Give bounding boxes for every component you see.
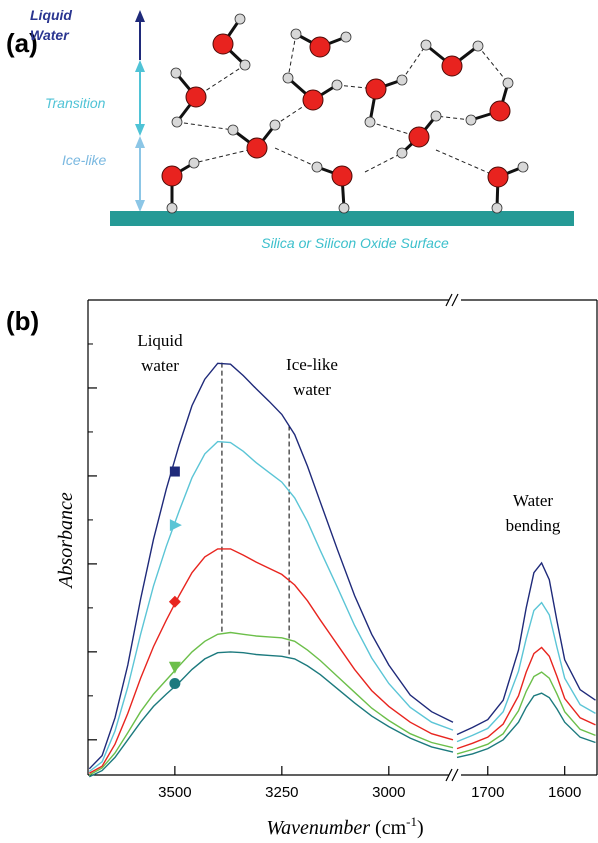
surface [110,211,574,226]
hydrogen [171,116,183,128]
spectrum [88,651,454,778]
spectrum [88,631,454,776]
hydrogen [364,116,376,128]
marker [169,678,181,690]
panel-label: (a) [6,28,38,58]
hydrogen-bond [364,152,403,173]
hydrogen [396,74,408,86]
x-tick-label: 1700 [471,784,504,801]
marker [168,661,181,674]
x-tick-label: 3000 [372,784,405,801]
spectrum [456,671,596,755]
hydrogen-bond [401,44,427,81]
spectrum [456,561,596,736]
hydrogen [331,79,343,91]
hydrogen [491,202,503,214]
hydrogen [340,31,352,43]
marker [168,595,181,608]
hydrogen-bond [193,147,258,164]
marker [169,519,182,532]
x-tick-label: 3500 [158,784,191,801]
x-axis-label: Wavenumber (cm-1) [266,814,423,839]
hydrogen-bond [274,147,318,168]
annotation: Liquid [137,331,183,350]
molecules [161,13,529,214]
hydrogen [269,119,281,131]
oxygen [309,36,331,58]
level-label: Ice-like [62,152,107,168]
hydrogen-bond [435,115,472,121]
annotation: bending [506,516,561,535]
level-label: Liquid [30,7,72,23]
hydrogen [227,124,239,136]
hydrogen-bond [287,33,297,79]
oxygen [185,86,207,108]
hydrogen [188,157,200,169]
hydrogen-bond [435,149,499,178]
spectrum [456,646,596,750]
hydrogen-bond [195,64,246,98]
hydrogen [239,59,251,71]
level-label: Transition [45,95,106,111]
oxygen [212,33,234,55]
hydrogen [282,72,294,84]
x-tick-label: 1600 [548,784,581,801]
annotation: water [293,380,331,399]
hydrogen [311,161,323,173]
hydrogen-bond [176,121,234,131]
spectrum [456,601,596,743]
oxygen [365,78,387,100]
level-label: Water [30,27,70,43]
panel-label: (b) [6,306,39,336]
y-axis-label: Absorbance [55,492,77,590]
x-unit: ) [417,817,424,839]
x-unit: (cm [375,817,407,839]
spectrum [88,440,454,773]
oxygen [331,165,353,187]
hydrogen [517,161,529,173]
x-tick-label: 3250 [265,784,298,801]
annotation: water [141,356,179,375]
annotation: Water [513,491,553,510]
oxygen [487,166,509,188]
hydrogen [234,13,246,25]
x-unit-exp: -1 [406,814,417,829]
hydrogen [166,202,178,214]
oxygen [246,137,268,159]
hydrogen [338,202,350,214]
hydrogen [465,114,477,126]
hydrogen [396,147,408,159]
hydrogen [170,67,182,79]
oxygen [441,55,463,77]
annotation: Ice-like [286,355,338,374]
spectrum [88,362,454,770]
spectrum [88,548,454,774]
hydrogen [420,39,432,51]
hydrogen [472,40,484,52]
oxygen [489,100,511,122]
surface-label: Silica or Silicon Oxide Surface [261,235,449,251]
oxygen [302,89,324,111]
spectrum [456,692,596,759]
x-axis-label-text: Wavenumber [266,817,370,839]
oxygen [161,165,183,187]
oxygen [408,126,430,148]
hydrogen [430,110,442,122]
hydrogen-bond [477,45,509,84]
arrows [135,10,145,212]
hydrogen [502,77,514,89]
marker [169,466,180,477]
hydrogen [290,28,302,40]
